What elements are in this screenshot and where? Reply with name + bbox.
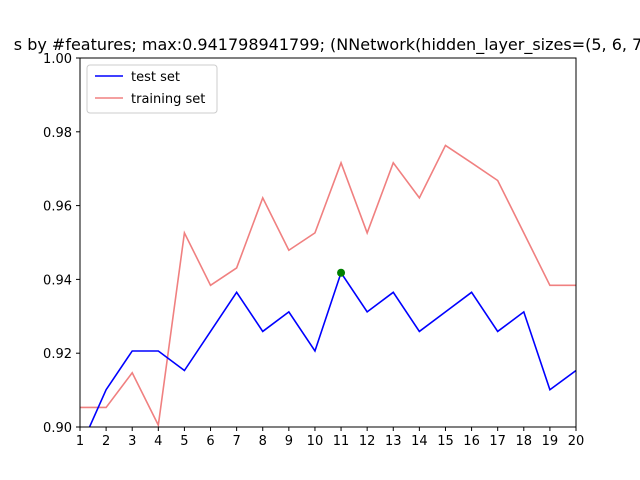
x-tick-label: 16 — [463, 434, 480, 449]
x-tick-label: 3 — [128, 434, 136, 449]
y-tick-label: 0.90 — [43, 421, 72, 436]
x-tick-label: 14 — [411, 434, 428, 449]
y-tick-label: 0.94 — [43, 273, 72, 288]
x-tick-label: 5 — [180, 434, 188, 449]
y-tick-label: 1.00 — [43, 52, 72, 67]
y-tick-label: 0.96 — [43, 200, 72, 215]
x-tick-label: 10 — [307, 434, 324, 449]
x-tick-label: 20 — [568, 434, 585, 449]
legend-label-test-set: test set — [131, 70, 180, 85]
x-tick-label: 11 — [333, 434, 350, 449]
chart-title: s by #features; max:0.941798941799; (NNe… — [14, 35, 640, 55]
x-tick-label: 15 — [437, 434, 454, 449]
plot-frame — [79, 57, 577, 428]
x-tick-label: 2 — [102, 434, 110, 449]
series-line-training-set — [80, 144, 576, 427]
annotation-layer — [337, 268, 346, 277]
series-layer — [80, 144, 576, 427]
x-tick-label: 1 — [76, 434, 84, 449]
x-tick-label: 6 — [206, 434, 214, 449]
legend: test set training set — [86, 64, 218, 114]
x-tick-label: 12 — [359, 434, 376, 449]
x-tick-label: 8 — [259, 434, 267, 449]
x-tick-label: 13 — [385, 434, 402, 449]
x-axis-ticks: 1 2 3 4 5 6 7 8 9 10 11 12 13 14 15 16 17 18 19 20 — [76, 427, 584, 449]
y-tick-label: 0.92 — [43, 347, 72, 362]
x-tick-label: 19 — [542, 434, 559, 449]
y-axis-ticks: 0.90 0.92 0.94 0.96 0.98 1.00 — [43, 52, 80, 436]
x-tick-label: 18 — [516, 434, 533, 449]
x-tick-label: 7 — [232, 434, 240, 449]
series-line-test-set — [88, 270, 576, 427]
y-tick-label: 0.98 — [43, 126, 72, 141]
x-tick-label: 9 — [285, 434, 293, 449]
legend-label-training-set: training set — [131, 92, 205, 107]
max-point-marker — [337, 268, 346, 277]
x-tick-label: 17 — [489, 434, 506, 449]
legend-box — [86, 64, 218, 114]
x-tick-label: 4 — [154, 434, 162, 449]
